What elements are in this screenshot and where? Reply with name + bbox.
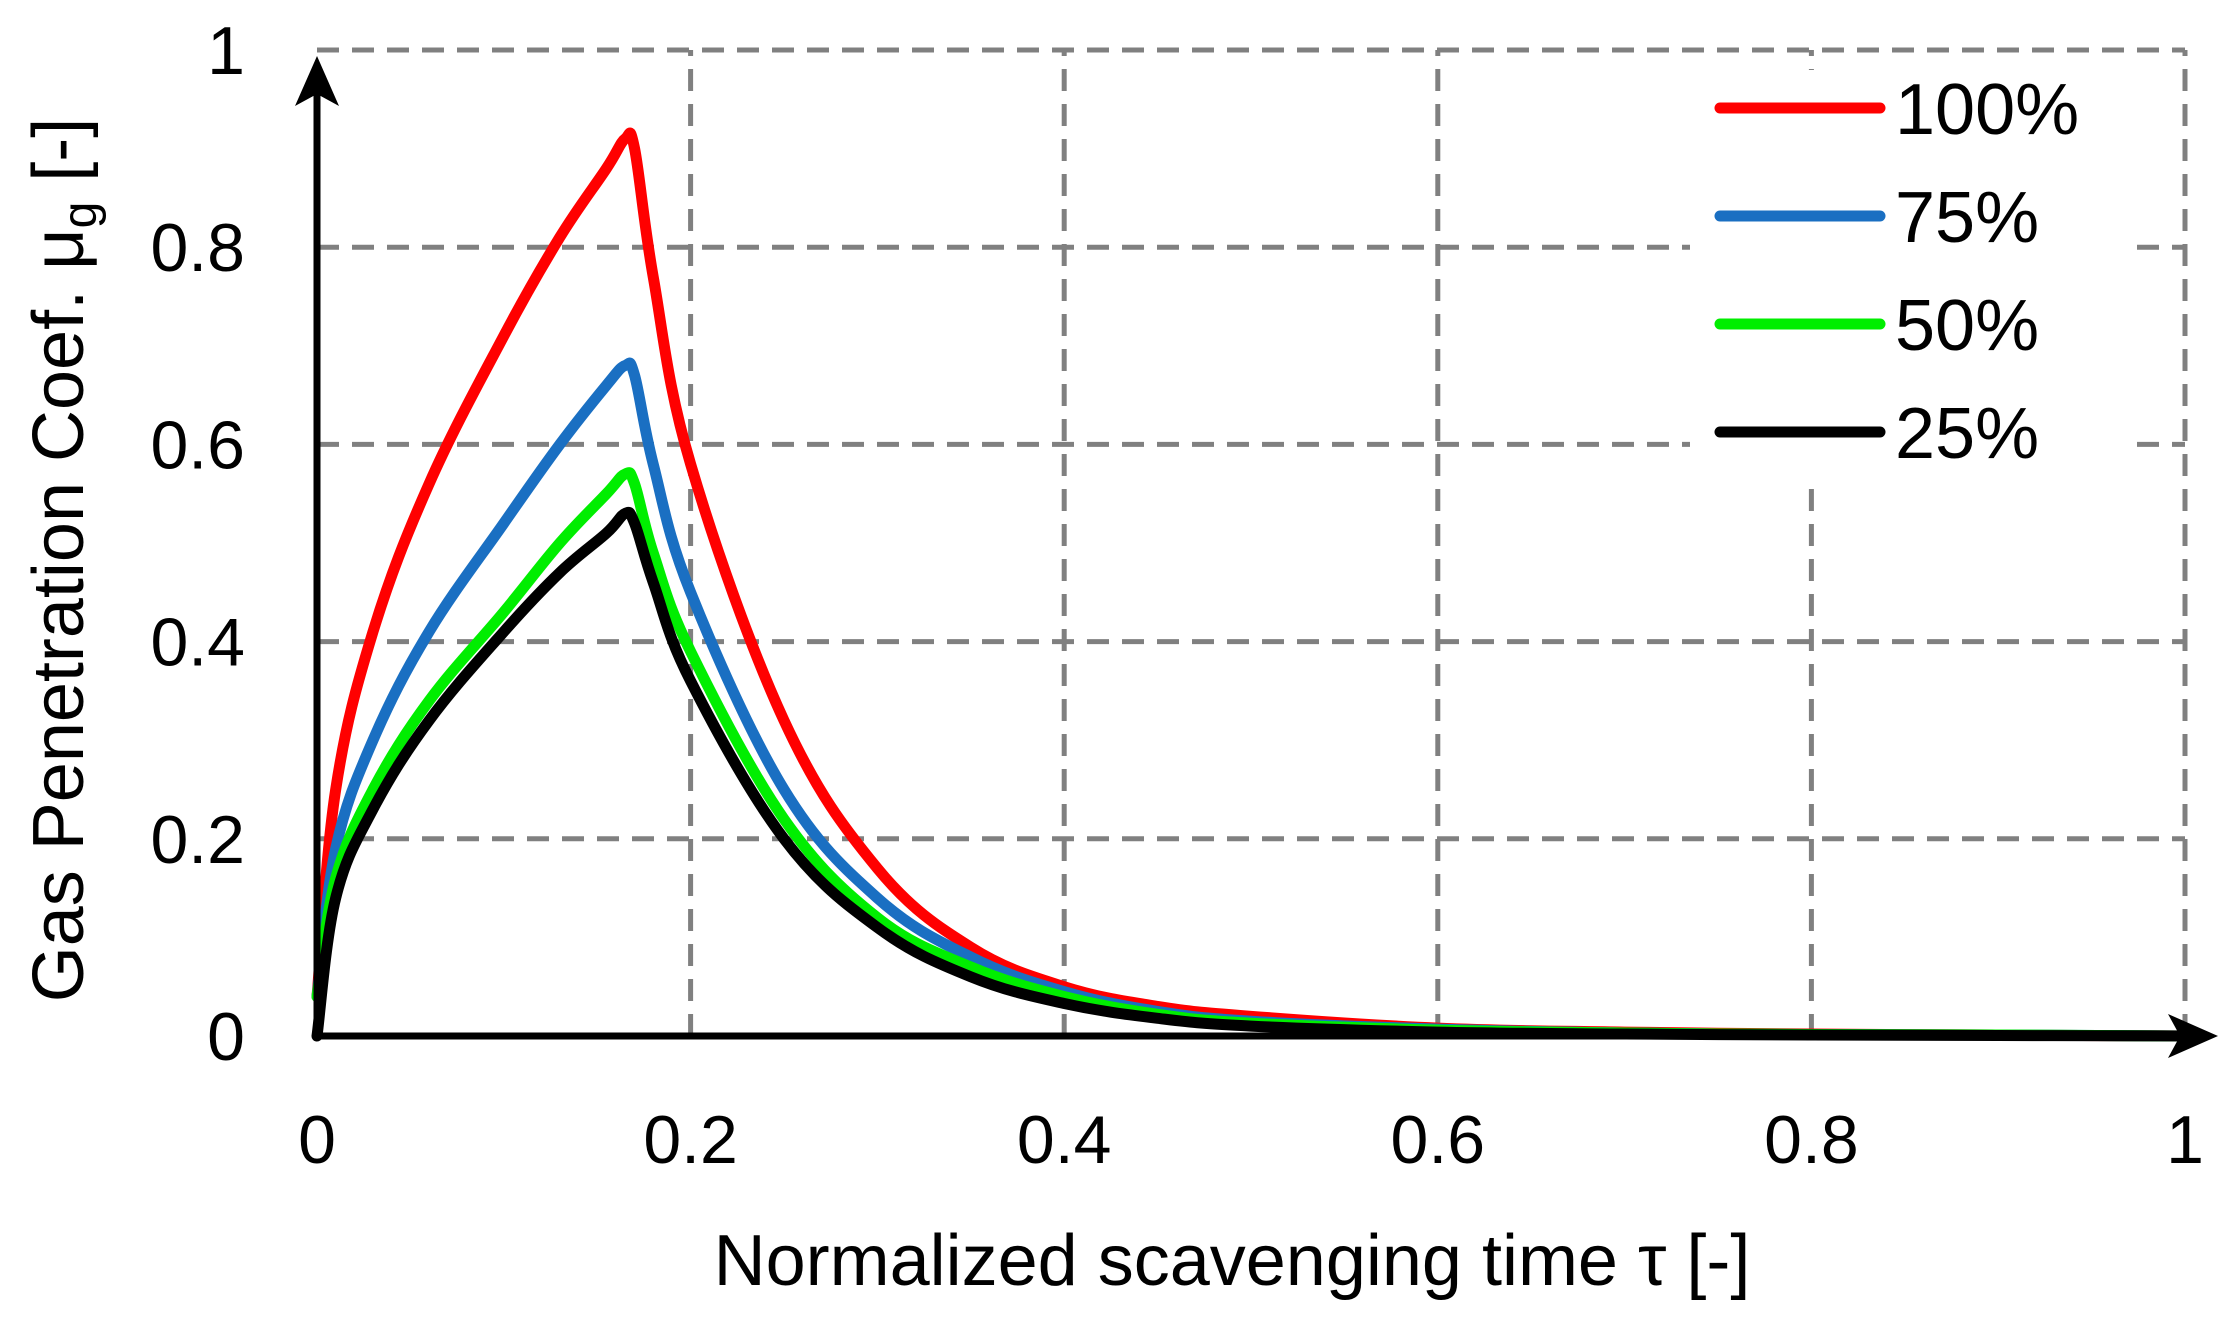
axes [295, 56, 2218, 1058]
x-tick-label: 0.6 [1391, 1102, 1486, 1178]
series-line-50-percent [311, 467, 2191, 1042]
y-tick-label: 0 [207, 999, 245, 1075]
x-tick-label: 1 [2166, 1102, 2204, 1178]
y-tick-label: 0.6 [150, 407, 245, 483]
y-axis-title-subscript: g [54, 202, 107, 229]
x-tick-label: 0.2 [643, 1102, 738, 1178]
legend: 100% 75% 50% 25% [1690, 70, 2130, 482]
tick-labels: 0 0.2 0.4 0.6 0.8 1 0 0.2 0.4 0.6 0.8 1 [150, 13, 2203, 1178]
x-tick-label: 0.4 [1017, 1102, 1112, 1178]
y-tick-label: 0.4 [150, 605, 245, 681]
legend-label: 75% [1895, 178, 2039, 258]
x-axis-title: Normalized scavenging time τ [-] [714, 1221, 1751, 1301]
x-tick-label: 0 [298, 1102, 336, 1178]
y-axis-title-suffix: [-] [19, 118, 99, 202]
y-axis-arrowhead [295, 56, 339, 106]
legend-background [1690, 70, 2130, 482]
x-tick-label: 0.8 [1764, 1102, 1859, 1178]
series-line-25-percent [311, 506, 2191, 1042]
x-axis-arrowhead [2168, 1014, 2218, 1058]
legend-label: 25% [1895, 394, 2039, 474]
legend-label: 100% [1895, 70, 2079, 150]
y-tick-label: 1 [207, 13, 245, 89]
y-tick-label: 0.8 [150, 210, 245, 286]
y-axis-title: Gas Penetration Coef. μg [-] [19, 118, 107, 1003]
y-axis-title-main: Gas Penetration Coef. μ [19, 228, 99, 1002]
y-tick-label: 0.2 [150, 802, 245, 878]
legend-label: 50% [1895, 286, 2039, 366]
